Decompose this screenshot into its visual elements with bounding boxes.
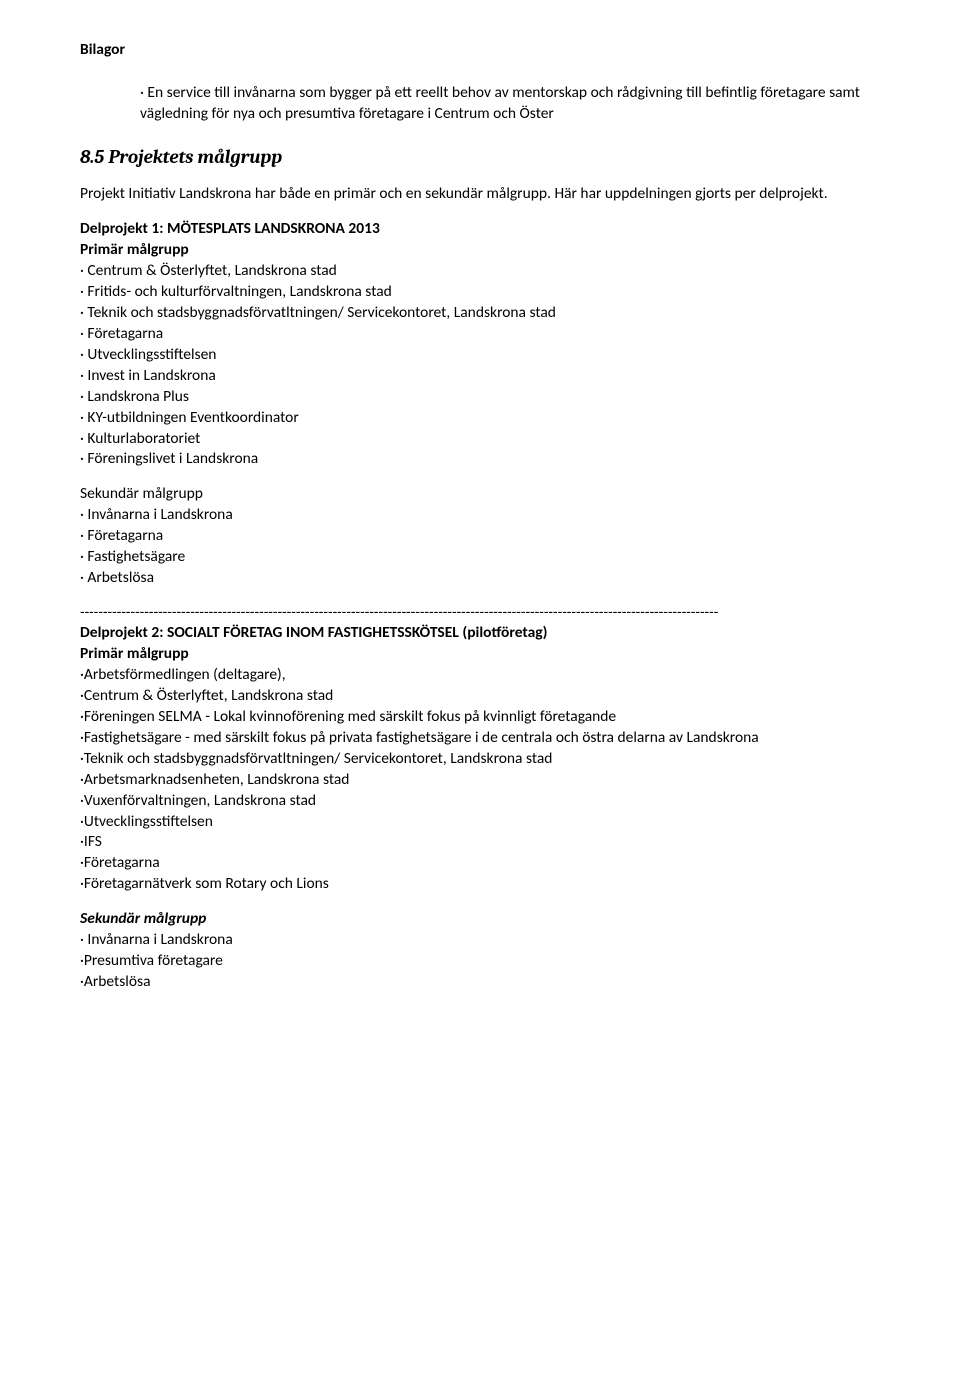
delprojekt-1: Delprojekt 1: MÖTESPLATS LANDSKRONA 2013… xyxy=(80,219,880,470)
list-item: ·Vuxenförvaltningen, Landskrona stad xyxy=(80,791,880,812)
page-header: Bilagor xyxy=(80,40,880,61)
list-item: ·Centrum & Österlyftet, Landskrona stad xyxy=(80,686,880,707)
list-item: ·Arbetsmarknadsenheten, Landskrona stad xyxy=(80,770,880,791)
list-item: · Föreningslivet i Landskrona xyxy=(80,449,880,470)
dp1-sek-list: · Invånarna i Landskrona · Företagarna ·… xyxy=(80,505,880,589)
list-item: ·Arbetsförmedlingen (deltagare), xyxy=(80,665,880,686)
list-item: · Arbetslösa xyxy=(80,568,880,589)
list-item: ·Utvecklingsstiftelsen xyxy=(80,812,880,833)
dp2-sek: Sekundär målgrupp · Invånarna i Landskro… xyxy=(80,909,880,993)
list-item: ·Föreningen SELMA - Lokal kvinnoförening… xyxy=(80,707,880,728)
list-item: · Centrum & Österlyftet, Landskrona stad xyxy=(80,261,880,282)
list-item: · Landskrona Plus xyxy=(80,387,880,408)
list-item: ·Teknik och stadsbyggnadsförvatltningen/… xyxy=(80,749,880,770)
list-item: ·Företagarna xyxy=(80,853,880,874)
dp2-title: Delprojekt 2: SOCIALT FÖRETAG INOM FASTI… xyxy=(80,623,880,644)
dp2-sek-label: Sekundär målgrupp xyxy=(80,909,880,930)
list-item: ·IFS xyxy=(80,832,880,853)
list-item: · Företagarna xyxy=(80,324,880,345)
list-item: · Fastighetsägare xyxy=(80,547,880,568)
list-item: · Invånarna i Landskrona xyxy=(80,505,880,526)
dp1-prim-list: · Centrum & Österlyftet, Landskrona stad… xyxy=(80,261,880,470)
list-item: ·Fastighetsägare - med särskilt fokus på… xyxy=(80,728,880,749)
list-item: · Utvecklingsstiftelsen xyxy=(80,345,880,366)
dp1-title: Delprojekt 1: MÖTESPLATS LANDSKRONA 2013 xyxy=(80,219,880,240)
delprojekt-2: Delprojekt 2: SOCIALT FÖRETAG INOM FASTI… xyxy=(80,623,880,895)
section-heading: 8.5 Projektets målgrupp xyxy=(80,145,880,171)
separator-line: ----------------------------------------… xyxy=(80,603,880,623)
dp2-prim-label: Primär målgrupp xyxy=(80,644,880,665)
list-item: · Invest in Landskrona xyxy=(80,366,880,387)
dp1-prim-label: Primär målgrupp xyxy=(80,240,880,261)
list-item: · KY-utbildningen Eventkoordinator xyxy=(80,408,880,429)
list-item: ·Arbetslösa xyxy=(80,972,880,993)
list-item: · Teknik och stadsbyggnadsförvatltningen… xyxy=(80,303,880,324)
list-item: · Fritids- och kulturförvaltningen, Land… xyxy=(80,282,880,303)
list-item: · Kulturlaboratoriet xyxy=(80,429,880,450)
section-intro: Projekt Initiativ Landskrona har både en… xyxy=(80,184,880,205)
dp2-prim-list: ·Arbetsförmedlingen (deltagare), ·Centru… xyxy=(80,665,880,895)
list-item: · Invånarna i Landskrona xyxy=(80,930,880,951)
list-item: · Företagarna xyxy=(80,526,880,547)
list-item: ·Presumtiva företagare xyxy=(80,951,880,972)
list-item: ·Företagarnätverk som Rotary och Lions xyxy=(80,874,880,895)
intro-paragraph: · En service till invånarna som bygger p… xyxy=(140,83,880,125)
dp1-sek-label: Sekundär målgrupp xyxy=(80,484,880,505)
dp2-sek-list: · Invånarna i Landskrona ·Presumtiva för… xyxy=(80,930,880,993)
dp1-sek: Sekundär målgrupp · Invånarna i Landskro… xyxy=(80,484,880,589)
